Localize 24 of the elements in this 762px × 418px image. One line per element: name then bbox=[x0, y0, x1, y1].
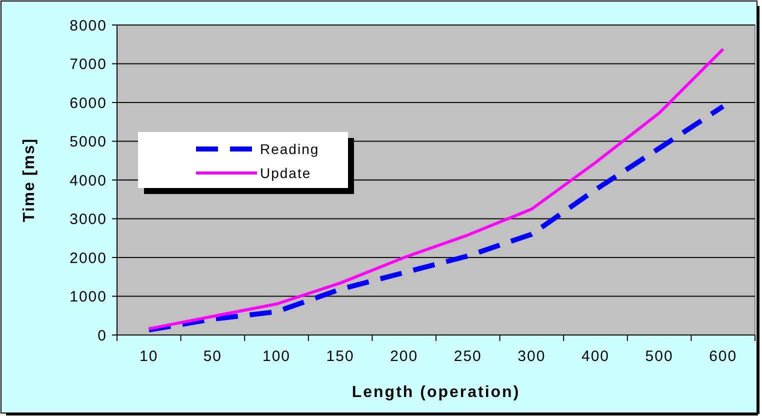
x-axis-title: Length (operation) bbox=[352, 384, 520, 401]
x-tick-label: 50 bbox=[203, 348, 222, 365]
x-tick-label: 400 bbox=[581, 348, 610, 365]
x-tick-label: 250 bbox=[454, 348, 482, 365]
y-tick-label: 5000 bbox=[70, 134, 107, 150]
x-tick-label: 100 bbox=[262, 348, 291, 365]
line-series bbox=[147, 48, 725, 330]
x-tick-label: 200 bbox=[390, 348, 418, 365]
y-tick-label: 3000 bbox=[70, 211, 107, 228]
y-tick-label: 8000 bbox=[70, 17, 107, 34]
y-axis-title: Time [ms] bbox=[21, 138, 38, 222]
x-tick-label: 150 bbox=[326, 348, 354, 365]
x-tick-label: 300 bbox=[518, 348, 546, 365]
y-tick-label: 7000 bbox=[70, 56, 107, 73]
y-tick-label: 1000 bbox=[70, 288, 107, 306]
legend-label: Reading bbox=[260, 140, 320, 157]
x-tick-label: 600 bbox=[709, 348, 738, 365]
y-tick-label: 6000 bbox=[70, 94, 107, 112]
y-tick-label: 0 bbox=[98, 327, 107, 344]
y-tick-label: 2000 bbox=[70, 250, 107, 267]
x-tick-label: 500 bbox=[645, 348, 674, 365]
legend-label: Update bbox=[260, 164, 312, 181]
y-tick-label: 4000 bbox=[70, 172, 107, 190]
x-tick-label: 10 bbox=[140, 348, 158, 365]
